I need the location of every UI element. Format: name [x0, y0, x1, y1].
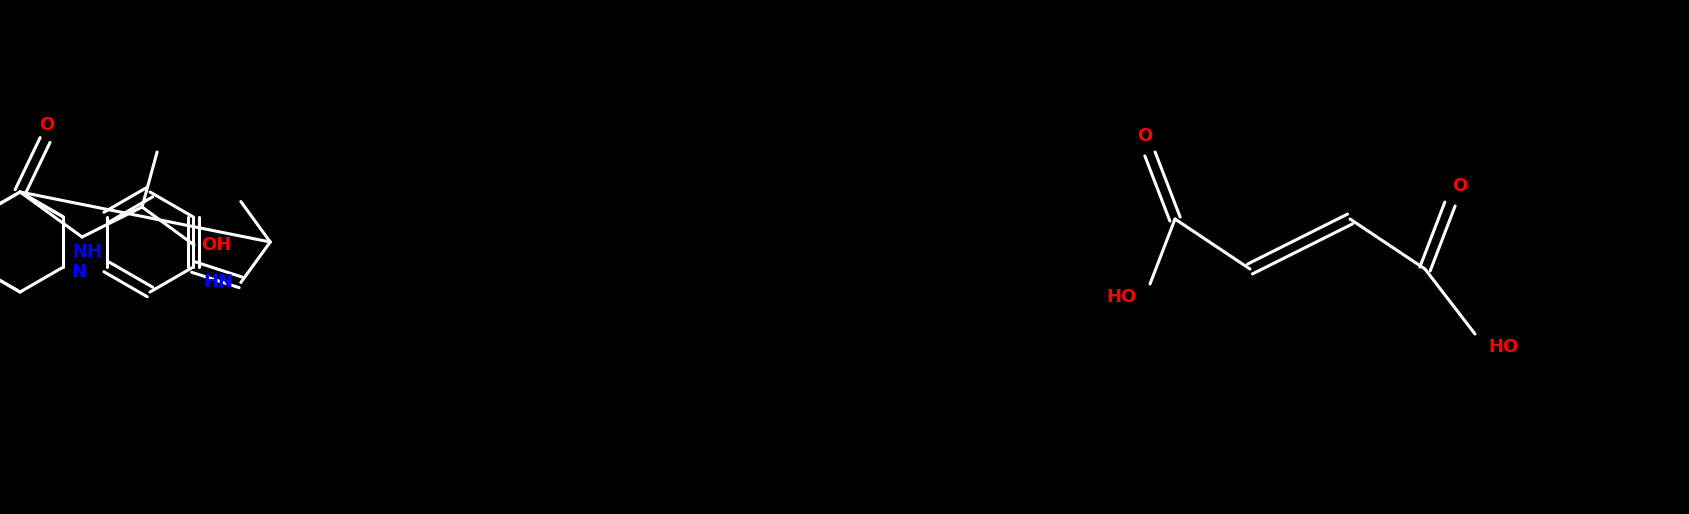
Text: N: N [71, 263, 86, 281]
Text: NH: NH [73, 243, 101, 261]
Text: OH: OH [201, 236, 231, 254]
Text: HO: HO [1106, 288, 1137, 306]
Text: O: O [1137, 127, 1152, 145]
Text: HO: HO [1488, 338, 1518, 356]
Text: O: O [39, 116, 54, 134]
Text: O: O [1453, 177, 1468, 195]
Text: HN: HN [204, 273, 233, 291]
